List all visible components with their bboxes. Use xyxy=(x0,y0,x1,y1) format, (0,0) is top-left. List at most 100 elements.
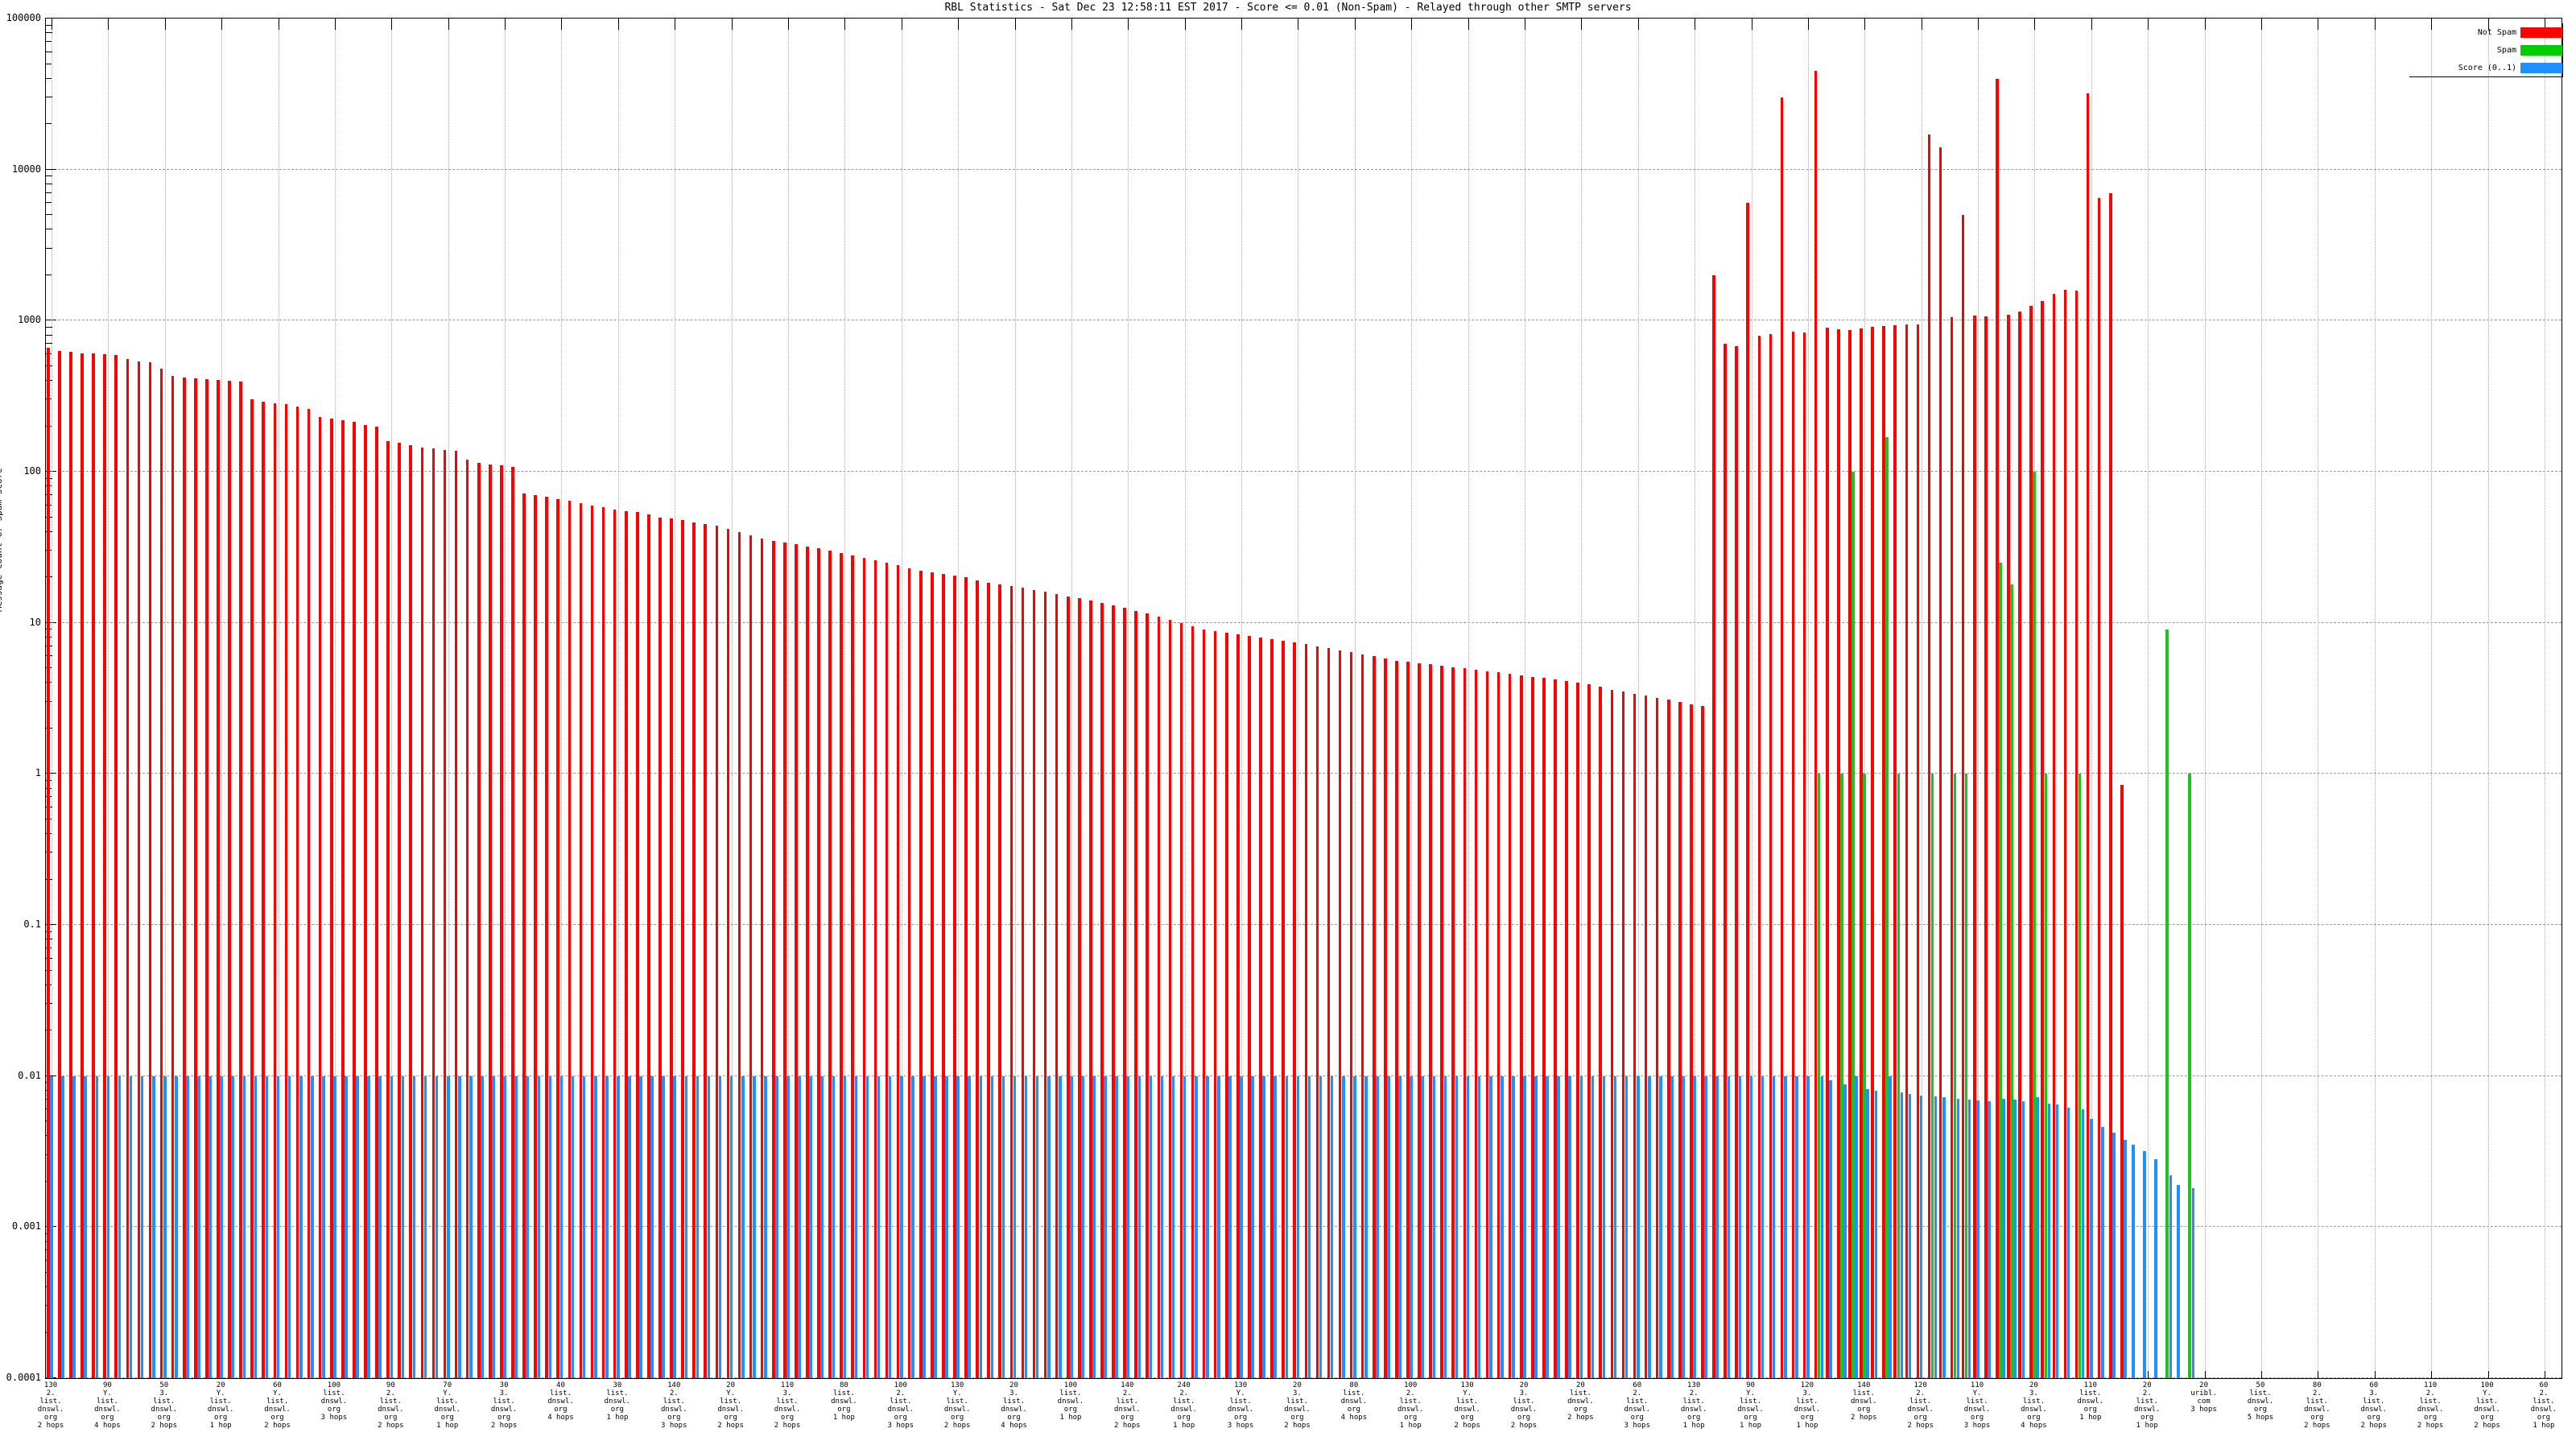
bar-not-spam xyxy=(862,557,866,1378)
chart-title: RBL Statistics - Sat Dec 23 12:58:11 EST… xyxy=(944,2,1632,14)
x-tick-top xyxy=(2204,19,2206,30)
bar-not-spam xyxy=(262,402,266,1378)
bar-not-spam xyxy=(601,507,605,1378)
bar-score xyxy=(854,1075,858,1378)
bar-not-spam xyxy=(2029,306,2033,1378)
bar-not-spam xyxy=(1746,203,1750,1378)
bar-score xyxy=(1866,1088,1869,1378)
x-tick-bottom xyxy=(2148,1371,2149,1378)
x-tick-label: 240 2. list. dnswl. org 1 hop xyxy=(1170,1381,1197,1430)
x-tick-top xyxy=(1864,19,1866,30)
x-tick-label: 60 3. list. dnswl. org 2 hops xyxy=(2360,1381,2387,1430)
bar-not-spam xyxy=(2086,93,2090,1378)
bar-score xyxy=(242,1075,246,1378)
bar-not-spam xyxy=(1224,632,1228,1378)
bar-score xyxy=(401,1075,405,1378)
bar-score xyxy=(1988,1101,1991,1378)
x-tick-top xyxy=(1978,19,1979,30)
grid-line-h xyxy=(46,1377,2562,1378)
x-tick-label: 100 Y. list. dnswl. org 2 hops xyxy=(2474,1381,2500,1430)
bar-not-spam xyxy=(1451,667,1455,1378)
bar-not-spam xyxy=(737,531,741,1378)
bar-score xyxy=(1908,1094,1912,1378)
x-tick-top xyxy=(1411,19,1413,30)
x-tick-label: 100 2. list. dnswl. org 3 hops xyxy=(887,1381,914,1430)
grid-line-h xyxy=(46,1075,2562,1076)
bar-not-spam xyxy=(806,546,809,1378)
legend-item-0[interactable]: Not Spam xyxy=(2409,23,2562,41)
bar-spam xyxy=(2165,630,2169,1378)
bar-score xyxy=(1035,1075,1039,1378)
x-tick-label: 110 Y. list. dnswl. org 3 hops xyxy=(1963,1381,1991,1430)
grid-line-v xyxy=(1241,19,1243,1378)
bar-not-spam xyxy=(273,402,277,1378)
bar-not-spam xyxy=(1508,673,1512,1378)
bar-score xyxy=(1398,1075,1402,1378)
bar-score xyxy=(163,1075,167,1378)
bar-score xyxy=(1104,1075,1107,1378)
grid-line-v xyxy=(731,19,733,1378)
grid-line-v xyxy=(561,19,563,1378)
bar-not-spam xyxy=(1587,684,1591,1378)
grid-line-v xyxy=(2148,19,2149,1378)
y-tick xyxy=(46,343,52,345)
bar-not-spam xyxy=(58,351,61,1378)
x-tick-label: 50 3. list. dnswl. org 2 hops xyxy=(151,1381,178,1430)
bar-not-spam xyxy=(295,407,299,1378)
bar-score xyxy=(593,1075,597,1378)
bar-score xyxy=(118,1075,122,1378)
bar-not-spam xyxy=(1802,332,1806,1378)
y-tick xyxy=(46,192,52,193)
legend-item-1[interactable]: Spam xyxy=(2409,41,2562,59)
grid-line-v xyxy=(1864,19,1866,1378)
bar-not-spam xyxy=(840,552,843,1378)
bar-score xyxy=(1670,1075,1674,1378)
x-tick-label: 40 list. dnswl. org 4 hops xyxy=(547,1381,574,1422)
bar-not-spam xyxy=(1077,598,1081,1378)
bar-not-spam xyxy=(1769,333,1773,1378)
bar-not-spam xyxy=(375,426,378,1378)
x-tick-top xyxy=(1128,19,1129,30)
bar-spam xyxy=(1930,774,1934,1378)
bar-not-spam xyxy=(658,517,662,1378)
bar-not-spam xyxy=(1633,693,1637,1378)
bar-score xyxy=(1704,1075,1707,1378)
x-tick-label: 20 3. list. dnswl. org 2 hops xyxy=(1284,1381,1311,1430)
bar-not-spam xyxy=(1123,608,1126,1378)
x-tick-top xyxy=(1071,19,1072,30)
x-tick-label: 20 Y. list. dnswl. org 1 hop xyxy=(207,1381,234,1430)
x-tick-top xyxy=(1637,19,1639,30)
bar-score xyxy=(1783,1075,1787,1378)
bar-not-spam xyxy=(828,551,832,1378)
bar-not-spam xyxy=(795,544,798,1378)
plot-area xyxy=(45,18,2562,1379)
x-tick-top xyxy=(1014,19,1016,30)
bar-score xyxy=(310,1075,314,1378)
x-tick-label: 20 list. dnswl. org 2 hops xyxy=(1567,1381,1594,1422)
bar-spam xyxy=(1964,774,1968,1378)
bar-spam xyxy=(2044,774,2047,1378)
plot-inner xyxy=(46,19,2562,1378)
bar-not-spam xyxy=(2007,314,2010,1378)
legend-item-2[interactable]: Score (0..1) xyxy=(2409,59,2562,76)
bar-score xyxy=(208,1075,212,1378)
x-tick-bottom xyxy=(2260,1371,2262,1378)
bar-spam xyxy=(1852,472,1855,1378)
bar-not-spam xyxy=(148,362,152,1378)
bar-not-spam xyxy=(1961,215,1965,1378)
x-tick-top xyxy=(1468,19,1469,30)
x-tick-label: 50 list. dnswl. org 5 hops xyxy=(2247,1381,2274,1422)
x-tick-top xyxy=(2260,19,2262,30)
bar-not-spam xyxy=(579,502,583,1378)
bar-score xyxy=(1659,1075,1662,1378)
bar-not-spam xyxy=(2052,294,2056,1378)
bar-score xyxy=(1307,1075,1311,1378)
bar-score xyxy=(231,1075,235,1378)
bar-score xyxy=(729,1075,733,1378)
bar-not-spam xyxy=(2120,784,2124,1378)
y-tick-label: 100 xyxy=(23,465,41,477)
bar-not-spam xyxy=(590,505,594,1378)
bar-score xyxy=(1443,1075,1447,1378)
x-tick-top xyxy=(1807,19,1809,30)
bar-score xyxy=(2055,1104,2059,1378)
